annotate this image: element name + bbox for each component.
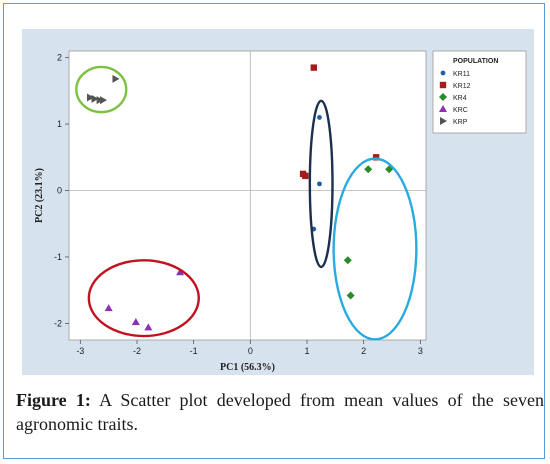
plot-panel: -3 -2 -1 0 1 2 3 2 1 0 -1 -2 PC1 (56.3%) PC2 (23.1%) P…	[22, 29, 534, 375]
x-tick-label: -3	[76, 346, 84, 356]
caption-label: Figure 1:	[16, 390, 91, 410]
legend-label-krp: KRP	[453, 119, 468, 126]
legend-marker-krp	[440, 117, 447, 125]
scatter-chart: -3 -2 -1 0 1 2 3 2 1 0 -1 -2 PC1 (56.3%) PC2 (23.1%) P…	[34, 50, 527, 373]
x-axis-title: PC1 (56.3%)	[220, 362, 275, 373]
data-point-krp	[91, 94, 99, 103]
data-point-krp	[100, 96, 107, 105]
ellipse-kr11-cluster	[308, 99, 334, 269]
legend-marker-kr4	[439, 93, 447, 101]
x-tick-label: -2	[133, 346, 141, 356]
data-point-krp	[112, 74, 120, 83]
ellipse-krp-cluster	[75, 65, 128, 114]
x-tick-label: 0	[248, 346, 253, 356]
data-point-krc	[176, 268, 185, 276]
data-point-kr11	[317, 115, 322, 120]
data-point-krc	[104, 304, 113, 312]
data-point-krp	[86, 93, 94, 102]
data-point-kr4	[346, 291, 355, 300]
figure-frame: -3 -2 -1 0 1 2 3 2 1 0 -1 -2 PC1 (56.3%) PC2 (23.1%) P…	[3, 3, 545, 459]
legend-label-krc: KRC	[453, 107, 468, 114]
legend-marker-krc	[439, 105, 447, 112]
y-axis-title: PC2 (23.1%)	[34, 168, 45, 223]
y-tick-label: -2	[54, 318, 62, 328]
ellipse-kr4-cluster	[332, 157, 418, 341]
y-tick-label: 2	[57, 53, 62, 63]
caption-text: A Scatter plot developed from mean value…	[16, 390, 544, 434]
plot-area	[68, 50, 427, 341]
legend-marker-kr12	[439, 81, 447, 89]
data-point-krc	[131, 318, 140, 326]
data-point-kr4	[364, 165, 373, 174]
legend-marker-kr11	[440, 70, 446, 76]
legend-label-kr12: KR12	[453, 83, 471, 90]
y-tick-label: 0	[57, 186, 62, 196]
legend-label-kr4: KR4	[453, 95, 467, 102]
data-point-kr12	[302, 172, 309, 180]
data-point-kr4	[343, 256, 352, 265]
x-tick-label: 1	[304, 346, 309, 356]
data-point-krc	[144, 323, 153, 331]
x-tick-label: 3	[418, 346, 423, 356]
y-tick-label: -1	[54, 252, 62, 262]
x-tick-label: 2	[361, 346, 366, 356]
figure-caption: Figure 1: A Scatter plot developed from …	[16, 388, 544, 436]
legend-title: POPULATION	[453, 58, 498, 65]
y-tick-label: 1	[57, 119, 62, 129]
data-point-kr11	[317, 181, 322, 187]
x-tick-label: -1	[190, 346, 198, 356]
legend-label-kr11: KR11	[453, 71, 470, 78]
ellipse-krc-cluster	[87, 259, 200, 338]
legend-box	[432, 50, 527, 134]
data-point-kr4	[385, 165, 394, 174]
data-point-kr12	[372, 154, 380, 161]
data-point-kr12	[310, 64, 317, 71]
